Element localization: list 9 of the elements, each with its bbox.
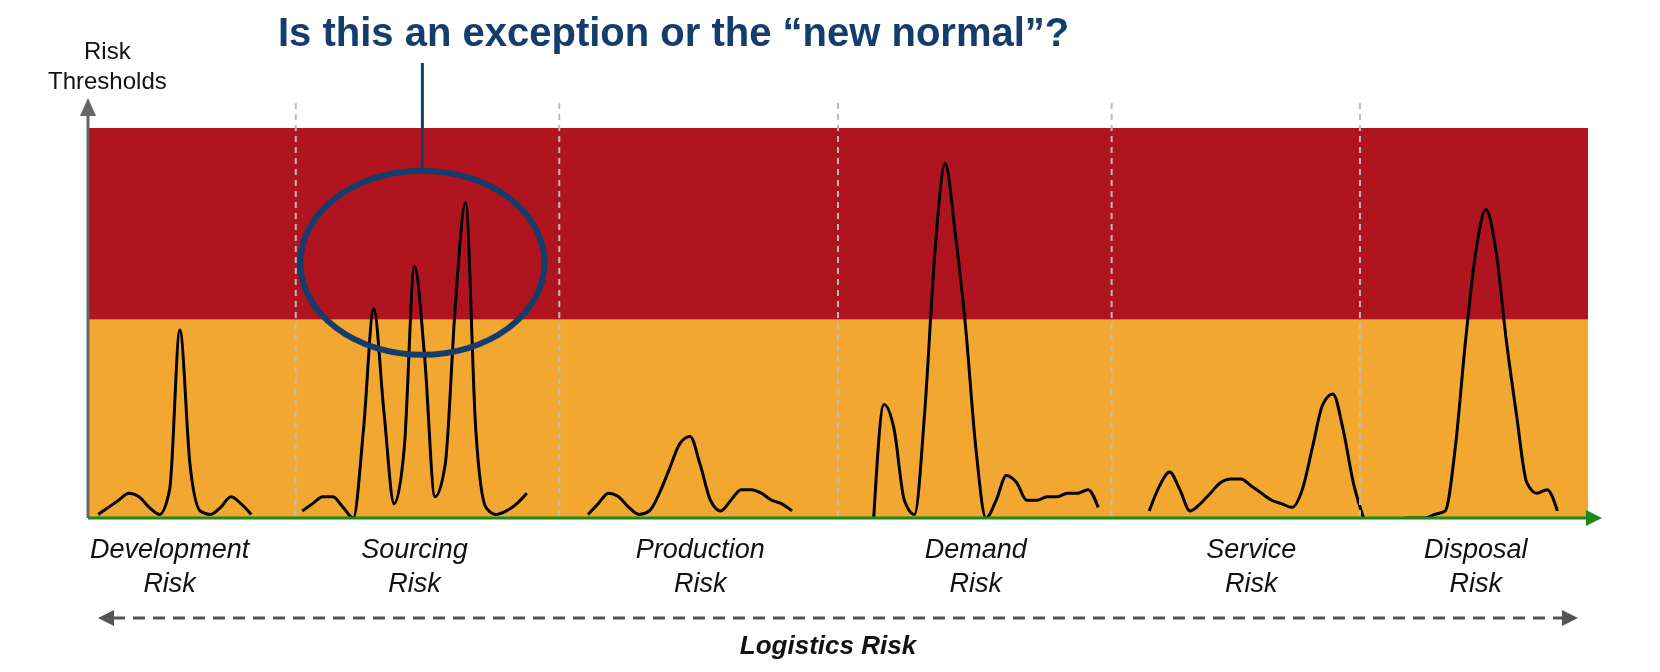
x-tick-label: Demand Risk (924, 534, 1028, 598)
x-tick-label: Development Risk (90, 534, 251, 598)
chart-title: Is this an exception or the “new normal”? (278, 10, 1070, 55)
x-tick-label: Disposal Risk (1423, 534, 1529, 598)
y-axis-title: Risk Thresholds (48, 36, 167, 96)
x-tick-label: Sourcing Risk (361, 534, 468, 598)
x-tick-label: Service Risk (1206, 534, 1297, 598)
x-tick-label: Production Risk (635, 534, 765, 598)
x-axis-title: Logistics Risk (738, 630, 918, 661)
